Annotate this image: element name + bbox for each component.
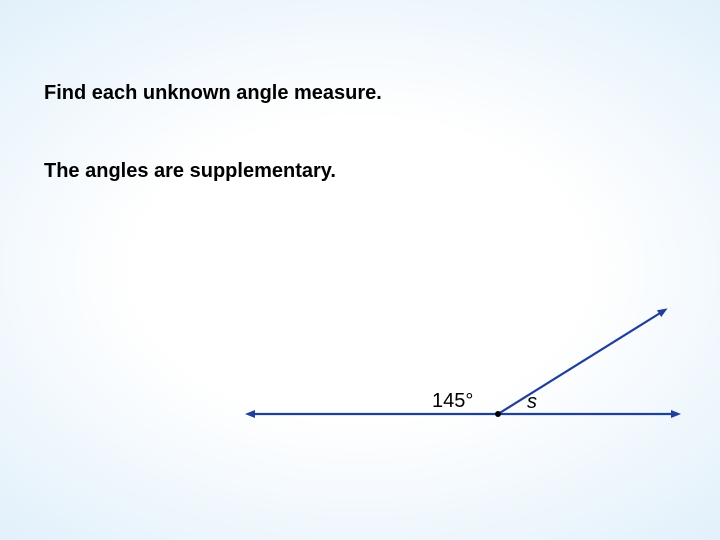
known-angle-label: 145° <box>432 390 473 413</box>
upper-ray <box>498 310 665 414</box>
slide: Find each unknown angle measure. The ang… <box>0 0 720 540</box>
unknown-angle-label: s <box>527 391 537 414</box>
angle-diagram <box>0 0 720 540</box>
vertex-point <box>495 411 501 417</box>
